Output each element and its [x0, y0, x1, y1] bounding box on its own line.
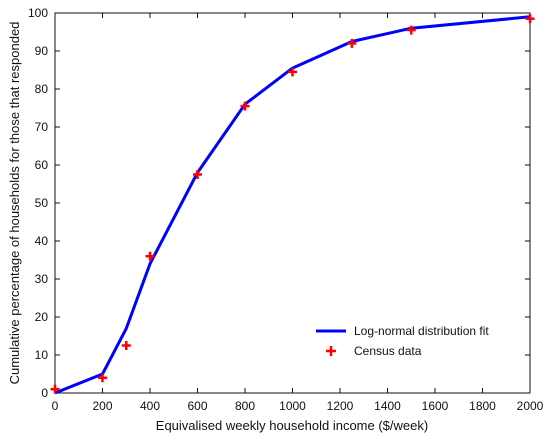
series-line-fit — [54, 15, 531, 395]
x-tick-label: 1200 — [327, 399, 354, 413]
x-tick-label: 2000 — [517, 399, 544, 413]
y-tick-label: 70 — [35, 120, 49, 134]
series-layer — [50, 14, 535, 395]
y-tick-label: 80 — [35, 82, 49, 96]
x-axis-title: Equivalised weekly household income ($/w… — [156, 418, 428, 433]
legend-label-fit: Log-normal distribution fit — [354, 324, 489, 338]
x-tick-label: 200 — [92, 399, 112, 413]
census-data-point — [121, 341, 131, 350]
census-data-point — [98, 373, 107, 383]
x-tick-label: 0 — [52, 399, 59, 413]
census-data-point — [193, 170, 202, 179]
y-tick-label: 40 — [35, 234, 49, 248]
x-tick-label: 1600 — [422, 399, 449, 413]
x-axis: 0 200 400 600 800 1000 1200 1400 1600 1800 2000 — [52, 13, 544, 413]
x-tick-label: 400 — [140, 399, 160, 413]
y-tick-label: 0 — [41, 386, 48, 400]
x-tick-label: 1400 — [374, 399, 401, 413]
y-tick-label: 100 — [28, 6, 48, 20]
census-data-point — [145, 251, 155, 261]
legend-marker-swatch — [326, 346, 336, 356]
x-tick-label: 1000 — [279, 399, 306, 413]
y-tick-label: 90 — [35, 44, 49, 58]
census-data-point — [288, 67, 297, 77]
legend-box — [306, 320, 524, 368]
y-tick-label: 30 — [35, 272, 49, 286]
census-data-point — [525, 14, 535, 24]
y-tick-label: 10 — [35, 348, 49, 362]
y-tick-label: 20 — [35, 310, 49, 324]
census-data-point — [347, 38, 357, 48]
y-tick-label: 50 — [35, 196, 49, 210]
x-tick-label: 600 — [187, 399, 207, 413]
census-data-point — [240, 101, 250, 111]
census-data-point — [50, 384, 60, 394]
x-tick-label: 800 — [235, 399, 255, 413]
census-data-point — [406, 25, 416, 35]
x-tick-label: 1800 — [469, 399, 496, 413]
y-tick-label: 60 — [35, 158, 49, 172]
y-axis: 0 10 20 30 40 50 60 70 80 90 100 — [28, 6, 530, 400]
legend-label-census: Census data — [354, 344, 422, 358]
y-axis-title: Cumulative percentage of households for … — [7, 22, 22, 385]
legend: Log-normal distribution fit Census data — [306, 320, 524, 368]
